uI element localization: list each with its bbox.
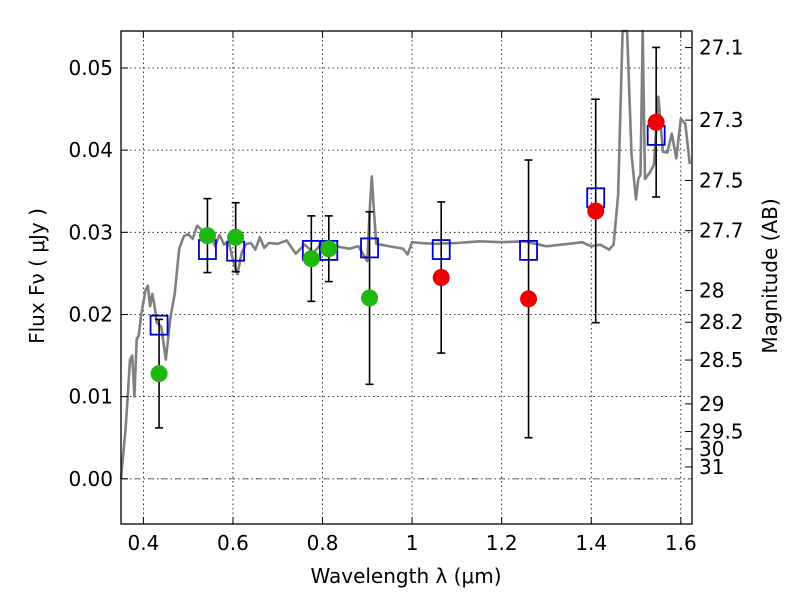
red-data-point <box>587 202 605 220</box>
y-axis-title: Flux Fν ( μJy ) <box>25 208 49 344</box>
mag-tick-label: 30 <box>699 437 724 461</box>
mag-tick-label: 28 <box>699 279 724 303</box>
x-tick-label: 1.4 <box>575 531 607 555</box>
mag-tick-label: 29.5 <box>699 420 744 444</box>
x-tick-label: 0.4 <box>127 531 159 555</box>
y-tick-label: 0.00 <box>68 467 113 491</box>
x-tick-label: 0.8 <box>307 531 339 555</box>
x-axis-title: Wavelength λ (μm) <box>310 564 501 588</box>
tick-labels: 0.4 0.6 0.8 1 1.2 1.4 1.6 0.00 0.01 0.02 0.03 0.04 0… <box>68 36 743 555</box>
green-data-point <box>150 365 168 383</box>
model-band-square <box>360 237 379 259</box>
x-tick-label: 1.6 <box>665 531 697 555</box>
grid <box>121 31 692 524</box>
green-data-point <box>361 289 379 307</box>
green-data-point <box>302 250 320 268</box>
axis-ticks <box>121 31 692 524</box>
points-group <box>150 113 665 383</box>
y-tick-label: 0.04 <box>68 138 113 162</box>
mag-tick-label: 27.5 <box>699 168 744 192</box>
mag-tick-label: 28.5 <box>699 348 744 372</box>
x-tick-label: 1 <box>406 531 419 555</box>
y-tick-label: 0.02 <box>68 302 113 326</box>
mag-tick-label: 27.3 <box>699 108 744 132</box>
model-band-square <box>149 314 169 336</box>
mag-tick-label: 31 <box>699 455 724 479</box>
plot-frame <box>120 30 693 525</box>
red-data-point <box>520 290 538 308</box>
red-data-point <box>647 113 665 131</box>
model-band-square <box>519 239 538 261</box>
x-tick-label: 1.2 <box>486 531 518 555</box>
mag-tick-label: 27.1 <box>699 36 744 60</box>
green-data-point <box>227 228 245 246</box>
x-tick-label: 0.6 <box>217 531 249 555</box>
mag-tick-label: 27.7 <box>699 219 744 243</box>
green-data-point <box>320 240 338 258</box>
magnitude-axis-title: Magnitude (AB) <box>758 198 782 353</box>
model-band-square <box>431 239 451 260</box>
y-tick-label: 0.03 <box>68 220 113 244</box>
red-data-point <box>432 269 450 286</box>
y-tick-label: 0.01 <box>68 385 113 409</box>
y-tick-label: 0.05 <box>68 56 113 80</box>
mag-tick-label: 28.2 <box>699 310 744 334</box>
mag-tick-label: 29 <box>699 392 724 416</box>
green-data-point <box>198 227 216 245</box>
